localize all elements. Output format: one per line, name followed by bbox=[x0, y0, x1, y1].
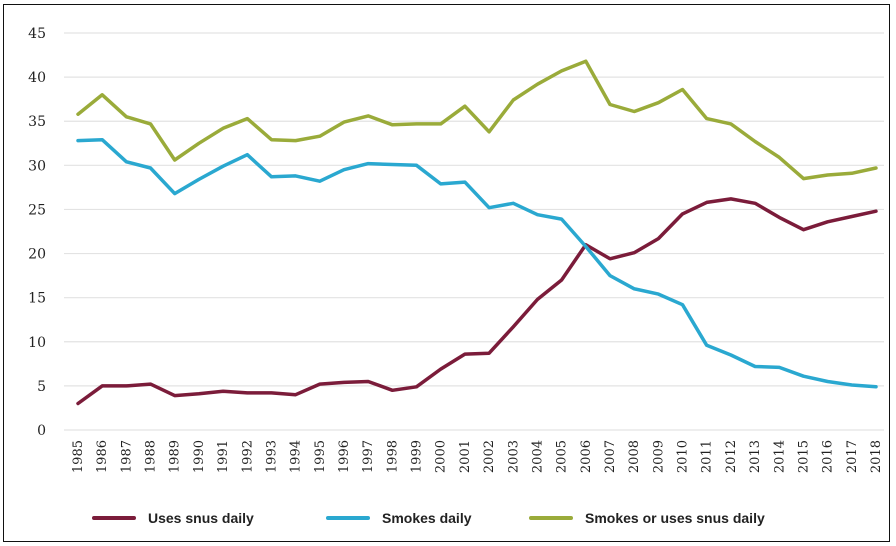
chart-frame bbox=[3, 4, 890, 542]
legend-label: Uses snus daily bbox=[148, 510, 254, 526]
x-tick-label: 2009 bbox=[651, 440, 666, 473]
x-tick-label: 1993 bbox=[264, 440, 279, 473]
series-line bbox=[76, 197, 878, 406]
y-tick-label: 25 bbox=[28, 202, 46, 218]
x-tick-label: 1994 bbox=[289, 440, 304, 473]
x-tick-label: 2014 bbox=[772, 440, 787, 473]
y-axis-tick-labels: 0 5 10 15 20 25 30 35 40 45 bbox=[28, 26, 46, 439]
x-tick-label: 2008 bbox=[627, 440, 642, 473]
x-tick-label: 1987 bbox=[119, 440, 134, 473]
y-tick-label: 15 bbox=[28, 291, 46, 307]
x-tick-label: 1995 bbox=[313, 440, 328, 473]
x-tick-label: 2013 bbox=[748, 440, 763, 473]
x-tick-label: 1990 bbox=[192, 440, 207, 473]
legend-label: Smokes or uses snus daily bbox=[585, 510, 765, 526]
y-tick-label: 30 bbox=[28, 158, 46, 174]
x-tick-label: 1992 bbox=[240, 440, 255, 473]
legend-swatch bbox=[326, 516, 370, 520]
x-tick-label: 2005 bbox=[555, 440, 570, 473]
legend-swatch bbox=[92, 516, 136, 520]
x-tick-label: 2010 bbox=[676, 440, 691, 473]
legend-item-smokes-or-uses-snus-daily: Smokes or uses snus daily bbox=[529, 507, 765, 529]
x-tick-label: 2016 bbox=[821, 440, 836, 473]
x-tick-label: 2002 bbox=[482, 440, 497, 473]
x-tick-label: 2000 bbox=[434, 440, 449, 473]
x-tick-label: 1985 bbox=[71, 440, 86, 473]
legend-item-smokes-daily: Smokes daily bbox=[326, 507, 472, 529]
x-tick-label: 2018 bbox=[869, 440, 884, 473]
x-tick-label: 1988 bbox=[144, 440, 159, 473]
x-tick-label: 2003 bbox=[506, 440, 521, 473]
x-axis-tick-labels: 1985 1986 1987 1988 1989 1990 1991 1992 1993 1994… bbox=[71, 440, 884, 473]
y-tick-label: 20 bbox=[28, 247, 46, 263]
x-tick-label: 1996 bbox=[337, 440, 352, 473]
legend-item-uses-snus-daily: Uses snus daily bbox=[92, 507, 254, 529]
x-tick-label: 2017 bbox=[845, 440, 860, 473]
x-tick-label: 1997 bbox=[361, 440, 376, 473]
x-tick-label: 2015 bbox=[796, 440, 811, 473]
y-tick-label: 10 bbox=[28, 335, 46, 351]
x-tick-label: 2011 bbox=[700, 440, 715, 473]
gridlines bbox=[64, 32, 884, 431]
legend-swatch bbox=[529, 516, 573, 520]
y-tick-label: 35 bbox=[28, 114, 46, 130]
y-tick-label: 5 bbox=[37, 379, 46, 395]
x-tick-label: 2006 bbox=[579, 440, 594, 473]
x-tick-label: 2004 bbox=[530, 440, 545, 473]
legend-label: Smokes daily bbox=[382, 510, 472, 526]
y-tick-label: 0 bbox=[37, 423, 46, 439]
x-tick-label: 1998 bbox=[385, 440, 400, 473]
x-tick-label: 1986 bbox=[95, 440, 110, 473]
series-lines bbox=[76, 59, 878, 406]
series-line bbox=[76, 137, 878, 389]
x-tick-label: 1991 bbox=[216, 440, 231, 473]
x-tick-label: 1989 bbox=[168, 440, 183, 473]
x-tick-label: 1999 bbox=[410, 440, 425, 473]
x-tick-label: 2001 bbox=[458, 440, 473, 473]
y-tick-label: 40 bbox=[28, 70, 46, 86]
series-line bbox=[76, 59, 878, 181]
x-tick-label: 2012 bbox=[724, 440, 739, 473]
x-tick-label: 2007 bbox=[603, 440, 618, 473]
y-tick-label: 45 bbox=[28, 26, 46, 42]
